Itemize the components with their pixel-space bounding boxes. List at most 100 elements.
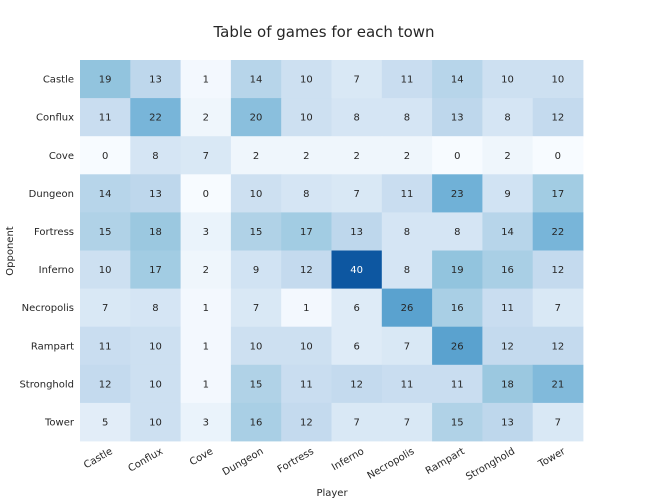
cell-value-label: 2 <box>203 265 209 276</box>
heatmap-cell <box>281 98 332 137</box>
cell-value-label: 12 <box>300 265 313 276</box>
heatmap-cell <box>80 174 131 213</box>
heatmap-cell <box>281 136 332 175</box>
heatmap-cell <box>130 364 181 404</box>
heatmap-cell <box>180 60 232 99</box>
heatmap-cell <box>331 174 383 213</box>
heatmap-cell <box>482 60 534 99</box>
heatmap-cell <box>432 250 483 289</box>
heatmap-cell <box>230 212 282 251</box>
cell-value-label: 7 <box>353 75 359 86</box>
cell-value-label: 11 <box>300 379 313 390</box>
heatmap-cell <box>432 60 483 99</box>
cell-value-label: 8 <box>152 151 158 162</box>
x-tick-label: Fortress <box>276 446 316 476</box>
heatmap-cell <box>180 174 232 213</box>
heatmap-cell <box>281 60 332 99</box>
cell-value-label: 11 <box>401 379 414 390</box>
cell-value-label: 10 <box>149 341 162 352</box>
heatmap-cell <box>130 326 181 366</box>
heatmap-cell <box>230 364 282 404</box>
heatmap-cell <box>432 212 483 251</box>
x-tick-label: Dungeon <box>221 446 266 478</box>
cell-value-label: 11 <box>99 113 112 124</box>
heatmap-cell <box>180 250 232 289</box>
heatmap-cell <box>482 288 534 328</box>
heatmap-cell <box>381 250 433 289</box>
cell-value-label: 14 <box>250 75 263 86</box>
cell-value-label: 12 <box>501 341 514 352</box>
heatmap-cell <box>331 60 383 99</box>
cell-value-label: 0 <box>555 151 561 162</box>
heatmap-cell <box>281 364 332 404</box>
heatmap-cell <box>331 136 383 175</box>
cell-value-label: 0 <box>102 151 108 162</box>
cell-value-label: 12 <box>99 379 112 390</box>
heatmap-cell <box>180 136 232 175</box>
x-tick-label: Tower <box>536 446 568 471</box>
heatmap-cell <box>381 136 433 175</box>
heatmap-cell <box>381 212 433 251</box>
heatmap-cell <box>532 326 584 366</box>
heatmap-cell <box>331 364 383 404</box>
x-tick-label: Cove <box>188 446 215 468</box>
heatmap-cell <box>532 364 584 404</box>
heatmap-cell <box>80 288 131 328</box>
heatmap-cell <box>331 98 383 137</box>
cell-value-label: 2 <box>303 151 309 162</box>
heatmap-cell <box>331 288 383 328</box>
heatmap-cell <box>482 136 534 175</box>
cell-value-label: 18 <box>149 227 162 238</box>
heatmap-cell <box>130 174 181 213</box>
cell-value-label: 13 <box>350 227 363 238</box>
heatmap-cell <box>482 326 534 366</box>
cell-value-label: 2 <box>203 113 209 124</box>
cell-value-label: 10 <box>501 75 514 86</box>
heatmap-cell <box>281 288 332 328</box>
cell-value-label: 10 <box>250 189 263 200</box>
heatmap-cell <box>80 326 131 366</box>
cell-value-label: 17 <box>300 227 313 238</box>
y-tick-label: Fortress <box>34 227 74 238</box>
cell-value-label: 15 <box>99 227 112 238</box>
heatmap-cell <box>230 98 282 137</box>
heatmap-cell <box>532 212 584 251</box>
y-tick-label: Cove <box>49 151 74 162</box>
cell-value-label: 10 <box>300 113 313 124</box>
heatmap-cell <box>80 136 131 175</box>
heatmap-cell <box>130 212 181 251</box>
cell-value-label: 8 <box>404 113 410 124</box>
y-tick-label: Stronghold <box>19 379 74 390</box>
cell-value-label: 11 <box>99 341 112 352</box>
heatmap-cell <box>482 98 534 137</box>
cell-value-label: 1 <box>203 379 209 390</box>
cell-value-label: 6 <box>353 341 359 352</box>
cell-value-label: 26 <box>401 303 414 314</box>
heatmap-cell <box>331 402 383 442</box>
y-tick-label: Conflux <box>36 113 74 124</box>
cell-value-label: 8 <box>504 113 510 124</box>
heatmap-cell <box>130 98 181 137</box>
chart-title: Table of games for each town <box>212 23 434 41</box>
cell-value-label: 2 <box>253 151 259 162</box>
heatmap-cell <box>482 212 534 251</box>
cell-value-label: 7 <box>353 417 359 428</box>
heatmap-cell <box>532 250 584 289</box>
heatmap-cell <box>180 212 232 251</box>
cell-value-label: 8 <box>152 303 158 314</box>
x-tick-label: Inferno <box>330 446 366 473</box>
heatmap-cell <box>432 402 483 442</box>
heatmap-cell <box>130 402 181 442</box>
heatmap-cell <box>130 60 181 99</box>
cell-value-label: 10 <box>551 75 564 86</box>
cell-value-label: 7 <box>203 151 209 162</box>
cell-value-label: 11 <box>401 75 414 86</box>
heatmap-cell <box>230 250 282 289</box>
cell-value-label: 10 <box>99 265 112 276</box>
cell-value-label: 13 <box>501 417 514 428</box>
heatmap-cell <box>230 326 282 366</box>
cell-value-label: 12 <box>551 113 564 124</box>
cell-value-label: 10 <box>300 75 313 86</box>
cell-value-label: 6 <box>353 303 359 314</box>
